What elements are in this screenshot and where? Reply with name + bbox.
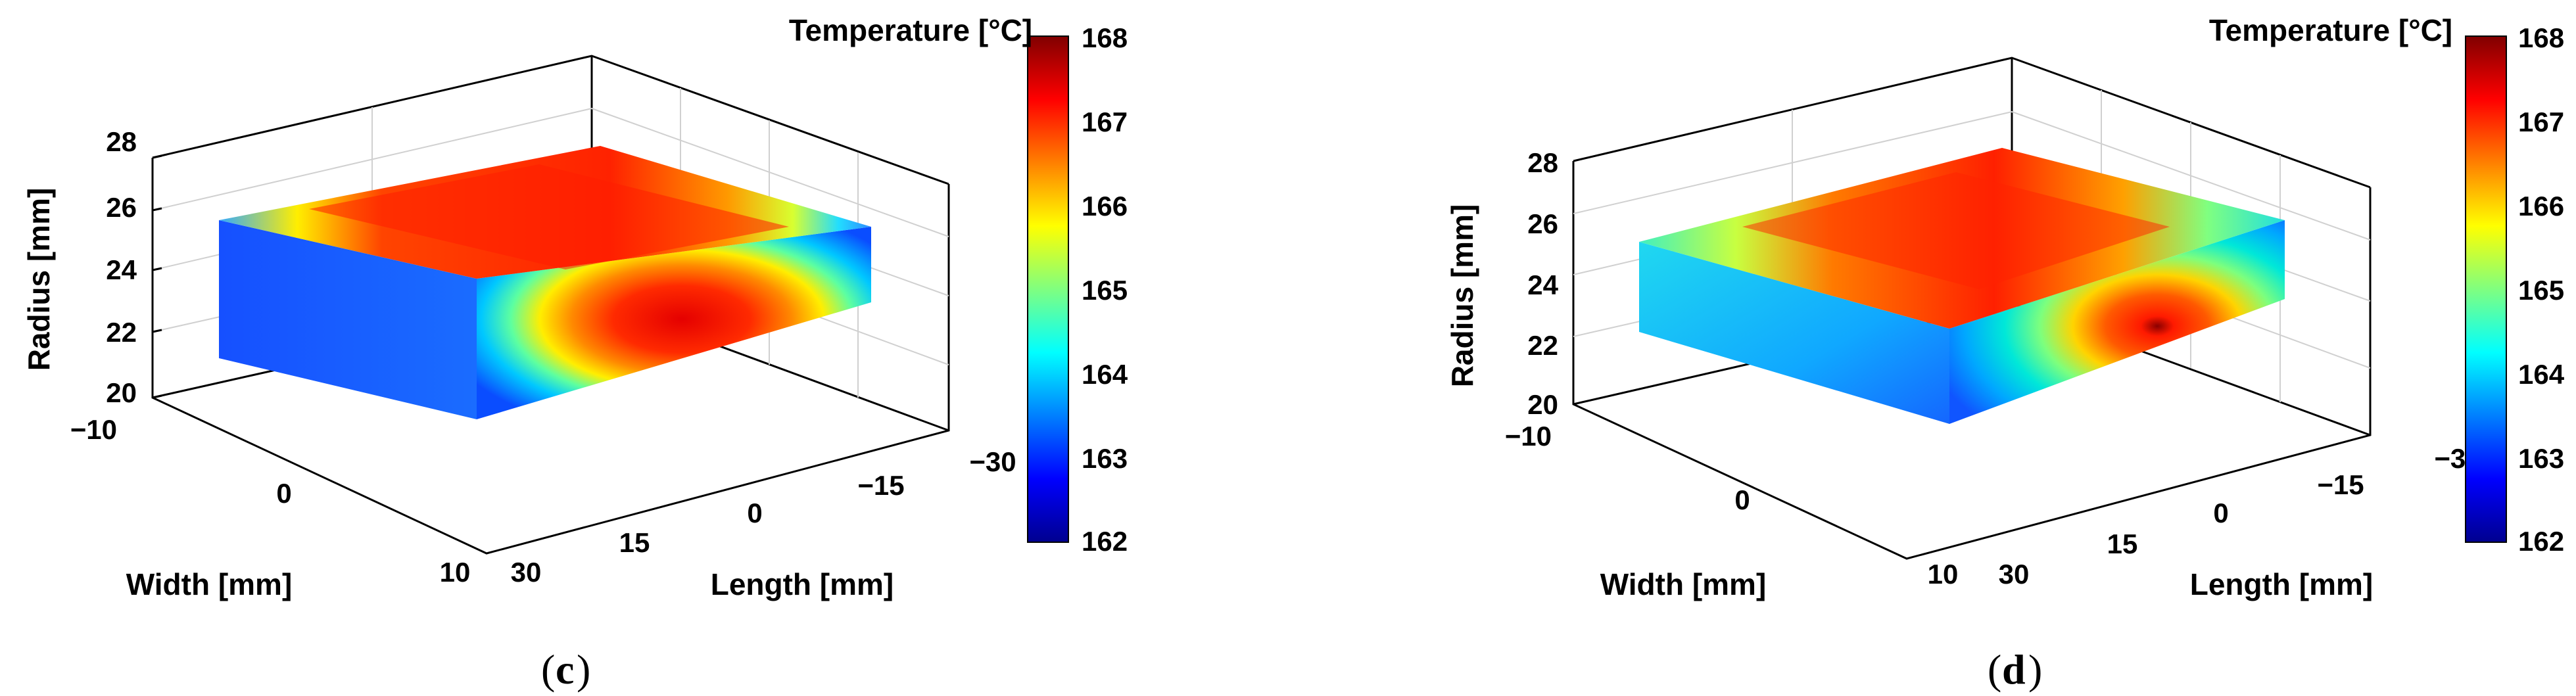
panel-c-z-tick-24: 24 [106, 254, 137, 285]
panel-c-label: c [556, 646, 574, 693]
panel-d-y-tick-0: 0 [2213, 498, 2228, 528]
panel-d-colorbar [2465, 35, 2507, 543]
panel-c-left-face [219, 220, 477, 419]
panel-c-z-ticks [152, 154, 162, 399]
panel-d-cb-tick-167: 167 [2518, 106, 2564, 137]
panel-c-z-label: Radius [mm] [22, 188, 56, 371]
panel-c-front-face [477, 227, 871, 419]
panel-c-cb-tick-168: 168 [1082, 22, 1128, 53]
panel-d-cb-tick-166: 166 [2518, 191, 2564, 221]
panel-d-cb-tick-164: 164 [2518, 359, 2565, 390]
panel-c-colorbar-title: Temperature [°C] [789, 13, 1032, 47]
panel-c-y-tick-neg30: −30 [969, 446, 1016, 477]
panel-d-z-tick-22: 22 [1527, 330, 1558, 361]
panel-d-x-tick-neg10: −10 [1505, 421, 1552, 452]
panel-d-label: d [2002, 646, 2026, 693]
panel-c-x-label: Width [mm] [126, 567, 293, 601]
panel-d: 28 26 24 22 20 Radius [mm] −10 0 10 Widt… [1445, 13, 2565, 693]
panel-d-cb-tick-162: 162 [2518, 526, 2564, 557]
panel-d-x-tick-0: 0 [1734, 484, 1750, 515]
panel-d-z-label: Radius [mm] [1445, 204, 1479, 388]
panel-c-cb-tick-163: 163 [1082, 443, 1128, 474]
panel-c-y-tick-15: 15 [619, 527, 650, 558]
panel-d-y-tick-30: 30 [1999, 559, 2030, 590]
panel-c-top-hot-band [309, 164, 789, 269]
panel-c-label-close: ) [577, 646, 590, 693]
panel-c-y-label: Length [mm] [711, 567, 894, 601]
panel-d-z-tick-28: 28 [1527, 147, 1558, 178]
panel-c-z-tick-22: 22 [106, 317, 137, 348]
panel-d-x-tick-10: 10 [1928, 559, 1959, 590]
panel-c: 28 26 24 22 20 Radius [mm] −10 0 10 Widt… [22, 13, 1128, 693]
panel-d-cb-tick-165: 165 [2518, 275, 2564, 306]
panel-d-left-face [1639, 242, 1949, 424]
panel-c-x-tick-neg10: −10 [70, 414, 117, 445]
panel-d-cb-tick-163: 163 [2518, 443, 2564, 474]
panel-d-z-tick-26: 26 [1527, 208, 1558, 239]
panel-d-front-face [1949, 220, 2285, 424]
panel-c-x-tick-10: 10 [440, 557, 471, 588]
panel-d-cb-tick-168: 168 [2518, 22, 2564, 53]
panel-c-cb-tick-167: 167 [1082, 106, 1128, 137]
panel-d-y-label: Length [mm] [2190, 567, 2373, 601]
panel-c-z-tick-28: 28 [106, 126, 137, 157]
panel-c-y-tick-0: 0 [747, 498, 762, 528]
panel-c-x-tick-0: 0 [276, 478, 291, 509]
panel-d-z-tick-20: 20 [1527, 389, 1558, 420]
panel-d-label-open: ( [1988, 646, 2001, 693]
panel-c-cb-tick-165: 165 [1082, 275, 1128, 306]
panel-c-colorbar [1027, 35, 1069, 543]
panel-d-top-hot-band [1742, 172, 2170, 289]
panel-c-z-tick-26: 26 [106, 192, 137, 223]
panel-d-label-close: ) [2028, 646, 2042, 693]
panel-d-z-tick-24: 24 [1527, 269, 1558, 300]
panel-d-y-tick-15: 15 [2107, 528, 2138, 559]
panel-c-cb-tick-162: 162 [1082, 526, 1128, 557]
panel-d-y-tick-neg15: −15 [2317, 469, 2364, 500]
panel-c-z-tick-20: 20 [106, 377, 137, 408]
panel-c-cb-tick-164: 164 [1082, 359, 1128, 390]
panel-c-y-tick-neg15: −15 [857, 470, 904, 501]
panel-c-cb-tick-166: 166 [1082, 191, 1128, 221]
panel-c-label-open: ( [541, 646, 555, 693]
panel-c-y-tick-30: 30 [511, 557, 542, 588]
panel-d-x-label: Width [mm] [1600, 567, 1767, 601]
panel-d-colorbar-title: Temperature [°C] [2209, 13, 2452, 47]
